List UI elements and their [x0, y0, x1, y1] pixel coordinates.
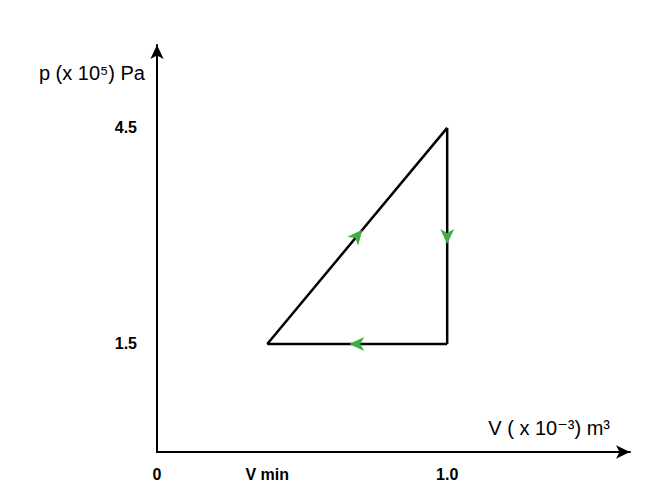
svg-text:V min: V min [245, 466, 289, 483]
svg-text:1.0: 1.0 [436, 466, 458, 483]
svg-text:0: 0 [153, 466, 162, 483]
svg-text:4.5: 4.5 [115, 119, 137, 136]
svg-text:p (x 10⁵) Pa: p (x 10⁵) Pa [39, 62, 146, 84]
svg-text:1.5: 1.5 [115, 335, 137, 352]
svg-text:V ( x 10⁻³) m³: V ( x 10⁻³) m³ [488, 417, 610, 439]
